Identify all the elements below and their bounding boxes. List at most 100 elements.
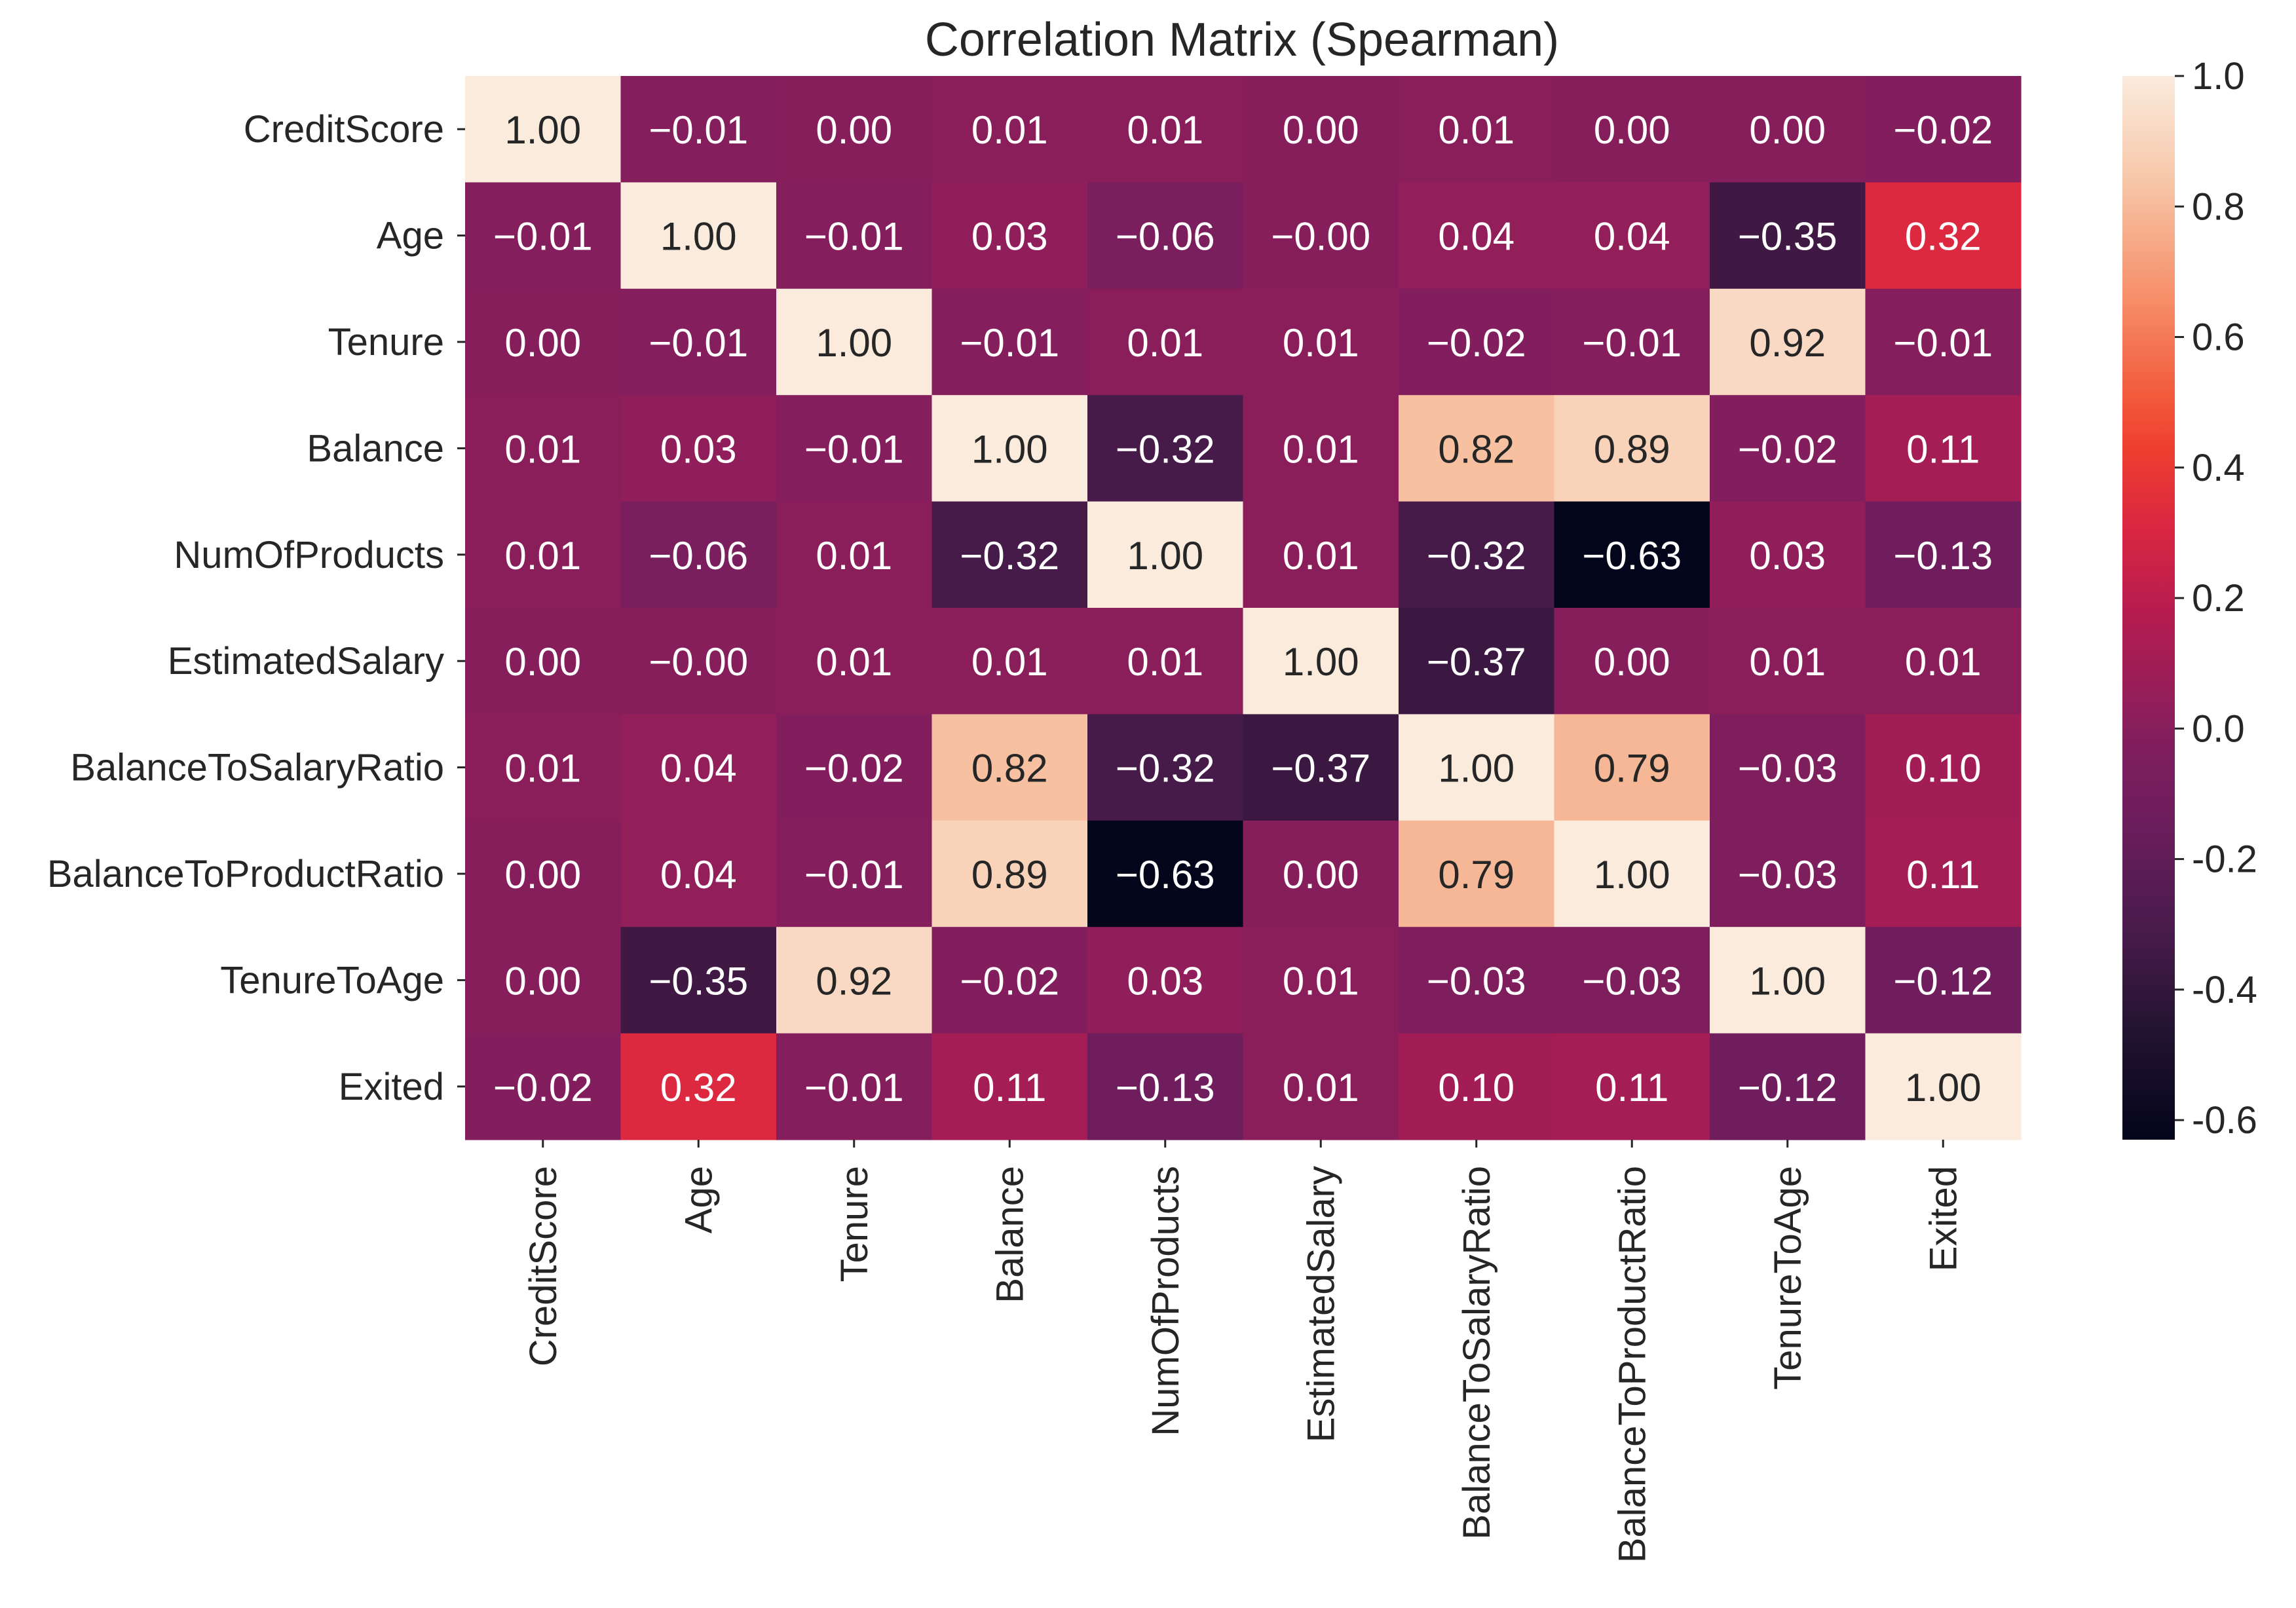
cell-annotation: 0.92: [1749, 321, 1826, 365]
heatmap-cell: [776, 395, 933, 502]
heatmap-cell: [1243, 1033, 1399, 1140]
heatmap-cell: [620, 608, 777, 715]
heatmap-cell: [1710, 820, 1866, 927]
cell-annotation: −0.37: [1271, 747, 1370, 791]
heatmap-cell: [1399, 608, 1555, 715]
row-label: Balance: [307, 427, 444, 470]
heatmap-cell: [932, 927, 1088, 1034]
column-label: BalanceToSalaryRatio: [1456, 1166, 1498, 1540]
heatmap-cell: [1865, 608, 2022, 715]
cell-annotation: −0.03: [1738, 853, 1837, 897]
heatmap-cell: [1554, 501, 1710, 608]
cell-annotation: 1.00: [1283, 640, 1359, 684]
row-label: NumOfProducts: [174, 534, 444, 576]
row-label: EstimatedSalary: [168, 640, 444, 682]
cell-annotation: −0.03: [1738, 747, 1837, 791]
colorbar-tick-label: -0.4: [2192, 969, 2257, 1011]
cell-annotation: −0.00: [1271, 215, 1370, 259]
heatmap-cell: [1087, 395, 1244, 502]
heatmap-cell: [1087, 501, 1244, 608]
heatmap-cell: [465, 1033, 622, 1140]
colorbar-tick-label: -0.6: [2192, 1099, 2257, 1142]
cell-annotation: 0.11: [973, 1066, 1046, 1110]
heatmap-cell: [1554, 182, 1710, 290]
column-label: Exited: [1922, 1166, 1965, 1271]
cell-annotation: 0.01: [1127, 108, 1203, 152]
heatmap-cell: [1243, 501, 1399, 608]
cell-annotation: −0.01: [960, 321, 1059, 365]
column-label: TenureToAge: [1767, 1166, 1809, 1390]
cell-annotation: 0.00: [504, 640, 581, 684]
cell-annotation: 0.01: [1283, 321, 1359, 365]
cell-annotation: 0.01: [1749, 640, 1826, 684]
heatmap-cell: [1087, 608, 1244, 715]
cell-annotation: −0.35: [1738, 215, 1837, 259]
cell-annotation: 1.00: [504, 108, 581, 152]
cell-annotation: 0.01: [504, 747, 581, 791]
heatmap-cell: [465, 182, 622, 290]
cell-annotation: 0.01: [816, 534, 892, 578]
heatmap-cell: [1399, 182, 1555, 290]
cell-annotation: 0.03: [1127, 959, 1203, 1003]
heatmap-cell: [1865, 501, 2022, 608]
cell-annotation: 0.11: [1906, 427, 1980, 471]
heatmap-cell: [1087, 714, 1244, 821]
heatmap-cell: [1865, 182, 2022, 290]
cell-annotation: −0.01: [649, 108, 748, 152]
cell-annotation: 0.01: [1438, 108, 1515, 152]
cell-annotation: 0.82: [1438, 427, 1515, 471]
cell-annotation: −0.32: [1116, 747, 1215, 791]
heatmap-cell: [932, 182, 1088, 290]
cell-annotation: −0.63: [1582, 534, 1682, 578]
cell-annotation: 0.79: [1594, 747, 1670, 791]
cell-annotation: −0.12: [1893, 959, 1993, 1003]
cell-annotation: 0.01: [1283, 427, 1359, 471]
heatmap-cell: [620, 820, 777, 927]
cell-annotation: 0.01: [1283, 959, 1359, 1003]
heatmap-cell: [932, 820, 1088, 927]
cell-annotation: −0.12: [1738, 1066, 1837, 1110]
heatmap-cell: [1554, 608, 1710, 715]
cell-annotation: 0.89: [1594, 427, 1670, 471]
heatmap-cell: [932, 1033, 1088, 1140]
heatmap-cell: [1554, 288, 1710, 396]
column-label: NumOfProducts: [1144, 1166, 1187, 1436]
heatmap-cell: [620, 395, 777, 502]
column-label: Balance: [988, 1166, 1031, 1303]
heatmap-cell: [465, 288, 622, 396]
heatmap-cell: [1087, 182, 1244, 290]
cell-annotation: −0.01: [804, 1066, 904, 1110]
cell-annotation: −0.03: [1582, 959, 1682, 1003]
heatmap-cell: [465, 714, 622, 821]
heatmap-cell: [1087, 927, 1244, 1034]
colorbar-tick-label: 0.0: [2192, 707, 2245, 750]
cell-annotation: 1.00: [1127, 534, 1203, 578]
cell-annotation: 0.01: [1127, 321, 1203, 365]
heatmap-cell: [1399, 501, 1555, 608]
heatmap-cell: [1554, 1033, 1710, 1140]
cell-annotation: −0.13: [1116, 1066, 1215, 1110]
heatmap-cell: [620, 76, 777, 183]
heatmap-cell: [776, 714, 933, 821]
cell-annotation: 0.01: [1283, 534, 1359, 578]
cell-annotation: 0.04: [1438, 215, 1515, 259]
cell-annotation: 0.01: [1283, 1066, 1359, 1110]
colorbar-tick-label: 0.6: [2192, 316, 2245, 359]
heatmap-cell: [1399, 820, 1555, 927]
cell-annotation: 0.01: [504, 534, 581, 578]
cell-annotation: −0.01: [493, 215, 593, 259]
cell-annotation: 1.00: [816, 321, 892, 365]
heatmap-cell: [1554, 820, 1710, 927]
cell-annotation: −0.06: [1116, 215, 1215, 259]
heatmap-cell: [1710, 395, 1866, 502]
cell-annotation: −0.06: [649, 534, 748, 578]
cell-annotation: −0.02: [1738, 427, 1837, 471]
cell-annotation: 0.03: [971, 215, 1048, 259]
cell-annotation: 1.00: [1438, 747, 1515, 791]
heatmap-cell: [932, 395, 1088, 502]
cell-annotation: 0.00: [1594, 640, 1670, 684]
heatmap-cell: [1087, 76, 1244, 183]
heatmap-cell: [620, 714, 777, 821]
heatmap-cell: [776, 608, 933, 715]
